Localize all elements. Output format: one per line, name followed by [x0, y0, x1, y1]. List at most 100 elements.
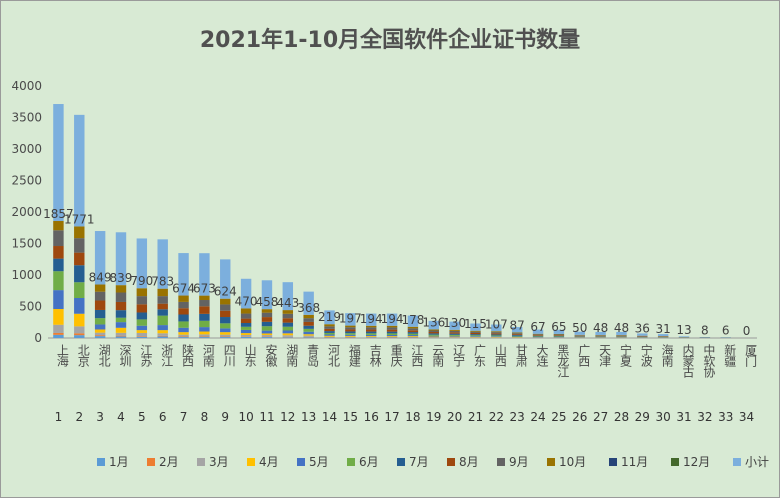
bar-segment — [220, 336, 231, 338]
data-label: 87 — [510, 319, 525, 333]
bar-segment — [199, 306, 210, 314]
legend-label: 12月 — [683, 455, 710, 469]
legend-label: 5月 — [309, 455, 329, 469]
bar-segment — [511, 333, 523, 335]
bar-segment — [282, 335, 294, 337]
bar-segment — [220, 334, 231, 337]
legend-label: 7月 — [409, 455, 429, 469]
bar-segment — [324, 335, 335, 337]
bar-segment — [94, 318, 106, 325]
bar-segment — [178, 314, 189, 322]
bar-segment — [261, 330, 273, 334]
bar-segment — [407, 326, 419, 329]
bar-segment — [199, 313, 210, 321]
category-label: 宁波 — [639, 343, 653, 368]
category-label: 福建 — [347, 343, 361, 368]
rank-label: 3 — [96, 410, 104, 424]
category-label: 深圳 — [118, 344, 132, 367]
bar-segment-subtotal — [553, 329, 565, 334]
data-label: 194 — [360, 312, 383, 326]
bar-segment-subtotal — [136, 238, 148, 289]
data-label: 130 — [443, 316, 466, 330]
bar-segment — [303, 328, 314, 332]
bar-segment — [345, 336, 356, 338]
bar-segment-subtotal — [574, 331, 585, 335]
bar-segment — [157, 315, 168, 326]
bar-segment — [178, 321, 189, 328]
rank-label: 21 — [468, 410, 483, 424]
bar-segment-subtotal — [511, 327, 523, 333]
bar-segment — [53, 230, 64, 247]
bar-segment — [94, 335, 106, 337]
bar-segment — [470, 335, 481, 337]
category-label: 江西 — [410, 344, 424, 367]
bar-segment — [532, 333, 544, 335]
rank-label: 33 — [718, 410, 733, 424]
bar-segment — [449, 332, 460, 334]
bar-segment-subtotal — [345, 313, 356, 326]
legend-swatch — [97, 458, 105, 466]
bar-segment — [470, 336, 481, 337]
category-label: 大连 — [535, 344, 549, 368]
bar-segment — [553, 335, 565, 336]
bar-segment — [74, 252, 85, 266]
category-label: 河南 — [201, 344, 215, 367]
bar-segment — [74, 265, 85, 283]
bar-segment — [511, 335, 523, 337]
bar-segment — [94, 329, 106, 333]
bar-segment-subtotal — [407, 315, 419, 327]
data-label: 36 — [635, 322, 650, 336]
bar-segment — [157, 296, 168, 304]
legend-swatch — [447, 458, 455, 466]
bar-segment — [324, 336, 335, 338]
bar-segment — [324, 328, 335, 332]
bar-segment — [240, 334, 252, 337]
bar-segment — [157, 336, 168, 338]
bar-segment — [282, 313, 294, 319]
category-label: 云南 — [431, 344, 445, 367]
legend-swatch — [347, 458, 355, 466]
bar-segment — [407, 335, 419, 337]
legend-swatch — [197, 458, 205, 466]
bar-segment — [511, 334, 523, 336]
data-label: 673 — [193, 282, 216, 296]
bar-segment — [94, 284, 106, 292]
bar-segment-subtotal — [74, 114, 85, 227]
bar-segment — [428, 337, 439, 338]
category-label: 河北 — [327, 344, 341, 368]
data-label: 368 — [297, 301, 320, 315]
data-label: 624 — [214, 285, 237, 299]
bar-segment — [345, 334, 356, 336]
bar-segment — [240, 313, 252, 319]
rank-label: 22 — [489, 410, 504, 424]
bar-segment-subtotal — [616, 331, 627, 335]
bar-segment — [449, 333, 460, 335]
bar-segment — [532, 335, 544, 337]
category-label: 内蒙古 — [681, 344, 695, 378]
bar-segment — [470, 334, 481, 336]
data-label: 107 — [485, 317, 508, 331]
bar-segment — [53, 334, 64, 338]
bar-segment-subtotal — [282, 282, 294, 311]
bar-segment — [157, 309, 168, 316]
bar-segment — [532, 335, 544, 336]
rank-label: 31 — [676, 410, 691, 424]
legend-label: 4月 — [259, 455, 279, 469]
legend-label: 2月 — [159, 455, 179, 469]
bar-segment — [366, 331, 377, 334]
data-label: 13 — [676, 323, 691, 337]
bar-segment — [136, 304, 148, 313]
bar-segment — [532, 336, 544, 337]
data-label: 470 — [235, 294, 258, 308]
data-label: 136 — [422, 315, 445, 329]
y-tick-label: 500 — [19, 300, 42, 314]
bar-segment — [240, 333, 252, 335]
rank-label: 12 — [280, 410, 295, 424]
bar-segment — [345, 325, 356, 328]
bar-segment — [115, 335, 127, 337]
bar-segment — [178, 308, 189, 315]
bar-segment — [324, 324, 335, 327]
legend-label: 11月 — [621, 455, 648, 469]
bar-segment — [94, 300, 106, 310]
bar-segment — [115, 336, 127, 338]
